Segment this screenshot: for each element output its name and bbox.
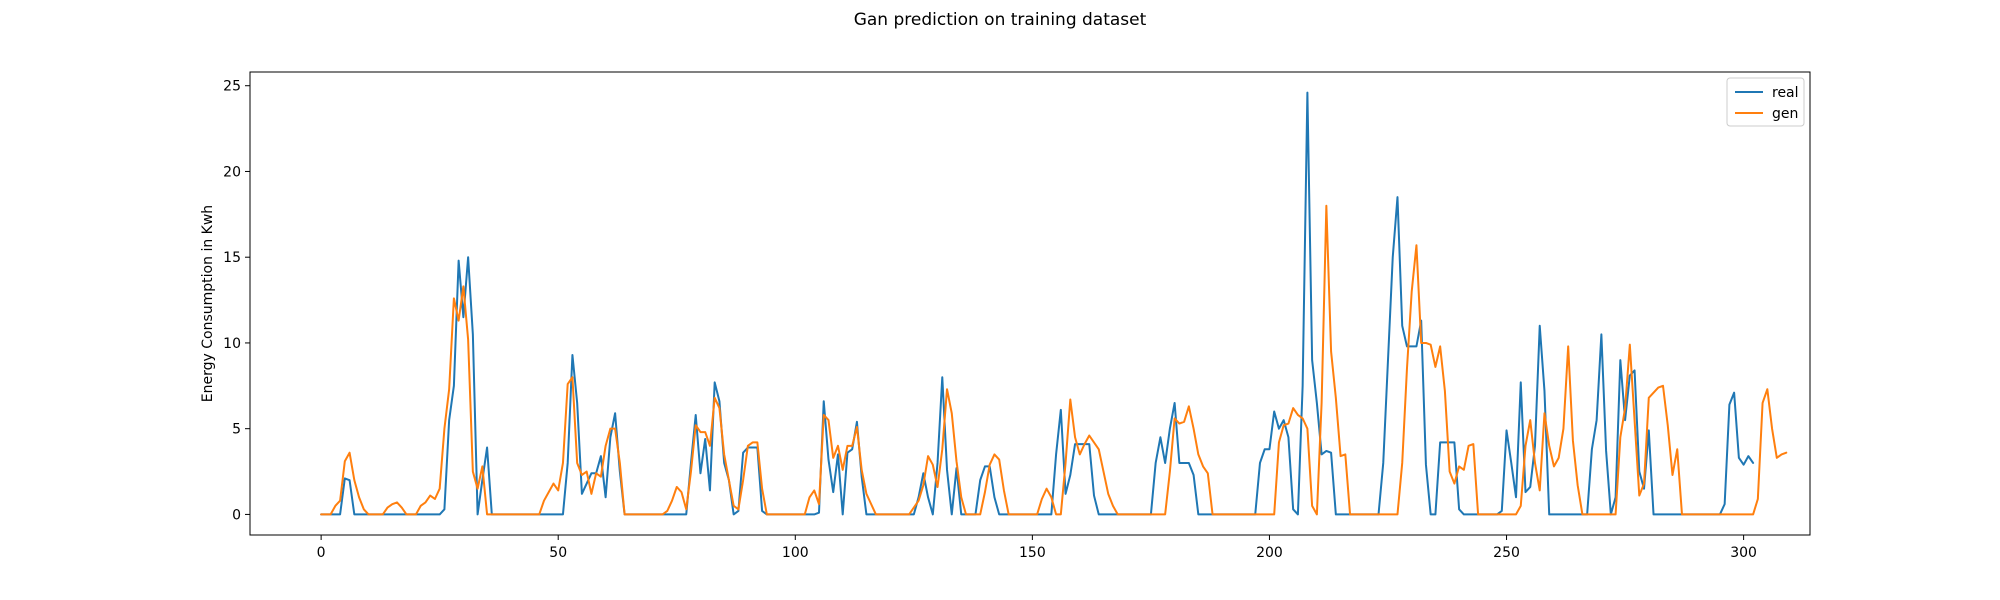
chart-title: Gan prediction on training dataset bbox=[854, 10, 1147, 30]
y-axis-label: Energy Consumption in Kwh bbox=[200, 205, 216, 402]
x-tick-label: 100 bbox=[782, 545, 809, 561]
x-tick-label: 50 bbox=[549, 545, 567, 561]
y-tick-label: 20 bbox=[223, 164, 241, 180]
x-tick-label: 0 bbox=[317, 545, 326, 561]
series-line-gen bbox=[320, 204, 1788, 516]
y-tick-label: 10 bbox=[223, 336, 241, 352]
plot-area: 0 50 100 150 200 250 300 0 5 10 15 20 25 real gen bbox=[223, 71, 1811, 561]
y-tick-label: 0 bbox=[232, 507, 241, 523]
series-line-real bbox=[320, 91, 1755, 516]
y-tick-label: 25 bbox=[223, 79, 241, 95]
x-tick-label: 250 bbox=[1493, 545, 1520, 561]
legend-label-real: real bbox=[1772, 85, 1799, 101]
x-tick-label: 200 bbox=[1256, 545, 1283, 561]
x-tick-label: 300 bbox=[1730, 545, 1757, 561]
y-tick-label: 5 bbox=[232, 422, 241, 438]
x-tick-label: 150 bbox=[1019, 545, 1046, 561]
y-tick-label: 15 bbox=[223, 250, 241, 266]
plot-frame bbox=[249, 71, 1811, 536]
legend-label-gen: gen bbox=[1772, 106, 1798, 122]
